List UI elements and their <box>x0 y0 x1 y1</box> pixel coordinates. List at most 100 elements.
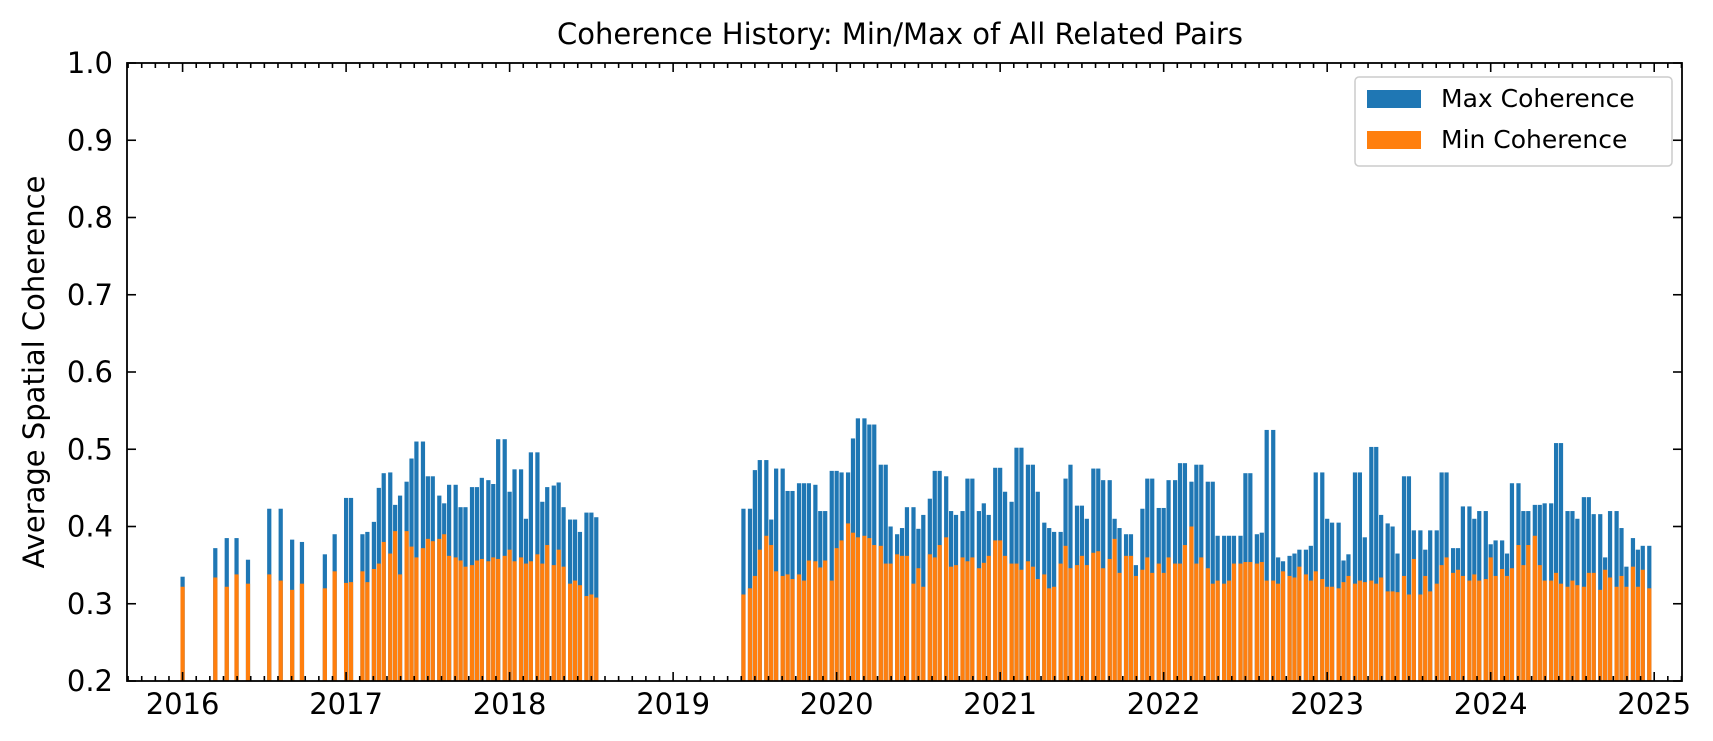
bar-min <box>872 545 877 681</box>
bar-min <box>1177 563 1183 681</box>
y-tick-labels: 0.2 0.3 0.4 0.5 0.6 0.7 0.8 0.9 1.0 <box>67 46 113 698</box>
bar-max <box>1357 472 1362 681</box>
bar-min <box>1336 588 1341 681</box>
bar-min <box>453 557 458 681</box>
bar-min <box>278 580 283 681</box>
bar-min <box>1395 592 1400 681</box>
bar-min <box>818 567 823 681</box>
y-tick-label: 0.4 <box>67 510 113 544</box>
bar-min <box>1635 586 1640 681</box>
bar-min <box>1047 588 1052 681</box>
bar-min <box>414 557 419 681</box>
bar-min <box>1565 586 1570 681</box>
legend-box <box>1354 76 1673 167</box>
bar-min <box>1287 575 1292 681</box>
bar-min <box>948 566 954 681</box>
bar-min <box>584 596 589 681</box>
bar-min <box>267 574 272 681</box>
bar-min <box>1320 579 1325 681</box>
bar-min <box>976 568 982 681</box>
bar-min <box>829 580 834 681</box>
bar-min <box>556 549 561 681</box>
bar-min <box>442 534 447 681</box>
bar-min <box>469 565 475 681</box>
bar-min <box>1189 526 1194 681</box>
bar-min <box>1516 545 1521 681</box>
bar-min <box>937 545 942 681</box>
bar-min <box>834 548 839 681</box>
bar-min <box>1161 572 1166 681</box>
bar-series-group <box>180 418 1652 681</box>
bar-min <box>883 563 888 681</box>
bar-min <box>790 579 795 681</box>
bar-max <box>1210 481 1215 681</box>
bar-min <box>1030 566 1035 681</box>
bar-min <box>1483 579 1488 681</box>
bar-min <box>1226 580 1232 681</box>
bar-min <box>1411 558 1416 681</box>
bar-min <box>1329 586 1335 681</box>
bar-min <box>1509 568 1515 681</box>
chart-title: Coherence History: Min/Max of All Relate… <box>557 17 1243 51</box>
bar-min <box>1428 591 1433 681</box>
y-axis-label: Average Spatial Coherence <box>17 176 51 569</box>
x-tick-label: 2024 <box>1454 687 1528 721</box>
plot-frame <box>126 62 1683 682</box>
bar-min <box>1052 586 1057 681</box>
bar-min <box>1472 574 1477 681</box>
bar-min <box>1406 594 1412 681</box>
bar-min <box>944 537 949 681</box>
bar-min <box>1173 563 1178 681</box>
bar-min <box>1166 557 1171 681</box>
bar-max <box>1320 472 1325 681</box>
bar-min <box>540 563 545 681</box>
legend-swatch-min <box>1367 131 1421 149</box>
bar-min <box>1630 566 1636 681</box>
bar-max <box>1558 443 1564 681</box>
bar-min <box>371 568 377 681</box>
bar-min <box>1374 583 1379 681</box>
bar-min <box>1418 594 1423 681</box>
bar-min <box>1117 572 1122 681</box>
bar-min <box>899 555 905 681</box>
bar-min <box>1624 586 1629 681</box>
bar-min <box>589 594 594 681</box>
bar-min <box>801 580 807 681</box>
legend-swatch-max <box>1367 90 1421 108</box>
bar-min <box>998 540 1003 681</box>
y-tick-label: 0.7 <box>67 278 113 312</box>
bar-min <box>1107 558 1112 681</box>
bar-min <box>1231 563 1237 681</box>
bar-min <box>1477 580 1482 681</box>
bar-min <box>1455 569 1461 681</box>
bar-min <box>1640 569 1645 681</box>
bar-min <box>916 568 921 681</box>
bar-min <box>404 531 409 681</box>
bar-min <box>752 575 757 681</box>
bar-max <box>1352 472 1358 681</box>
bar-min <box>1248 562 1253 681</box>
bar-min <box>1025 561 1031 681</box>
bar-min <box>479 558 484 681</box>
bar-min <box>577 585 583 681</box>
bar-min <box>921 586 926 681</box>
bar-min <box>855 537 861 681</box>
bar-min <box>1019 569 1024 681</box>
bar-min <box>927 554 932 681</box>
bar-min <box>1553 572 1559 681</box>
legend-label-max: Max Coherence <box>1441 84 1635 113</box>
bar-min <box>965 561 970 681</box>
bar-min <box>245 583 251 681</box>
bar-min <box>932 557 937 681</box>
bar-min <box>1614 586 1619 681</box>
bar-min <box>1467 580 1472 681</box>
x-tick-label: 2019 <box>636 687 710 721</box>
bar-min <box>904 555 910 681</box>
bar-min <box>381 541 386 681</box>
bar-min <box>1084 565 1089 681</box>
bar-min <box>420 548 426 681</box>
bar-min <box>1575 585 1580 681</box>
bar-min <box>1647 588 1652 681</box>
bar-min <box>1444 557 1449 681</box>
